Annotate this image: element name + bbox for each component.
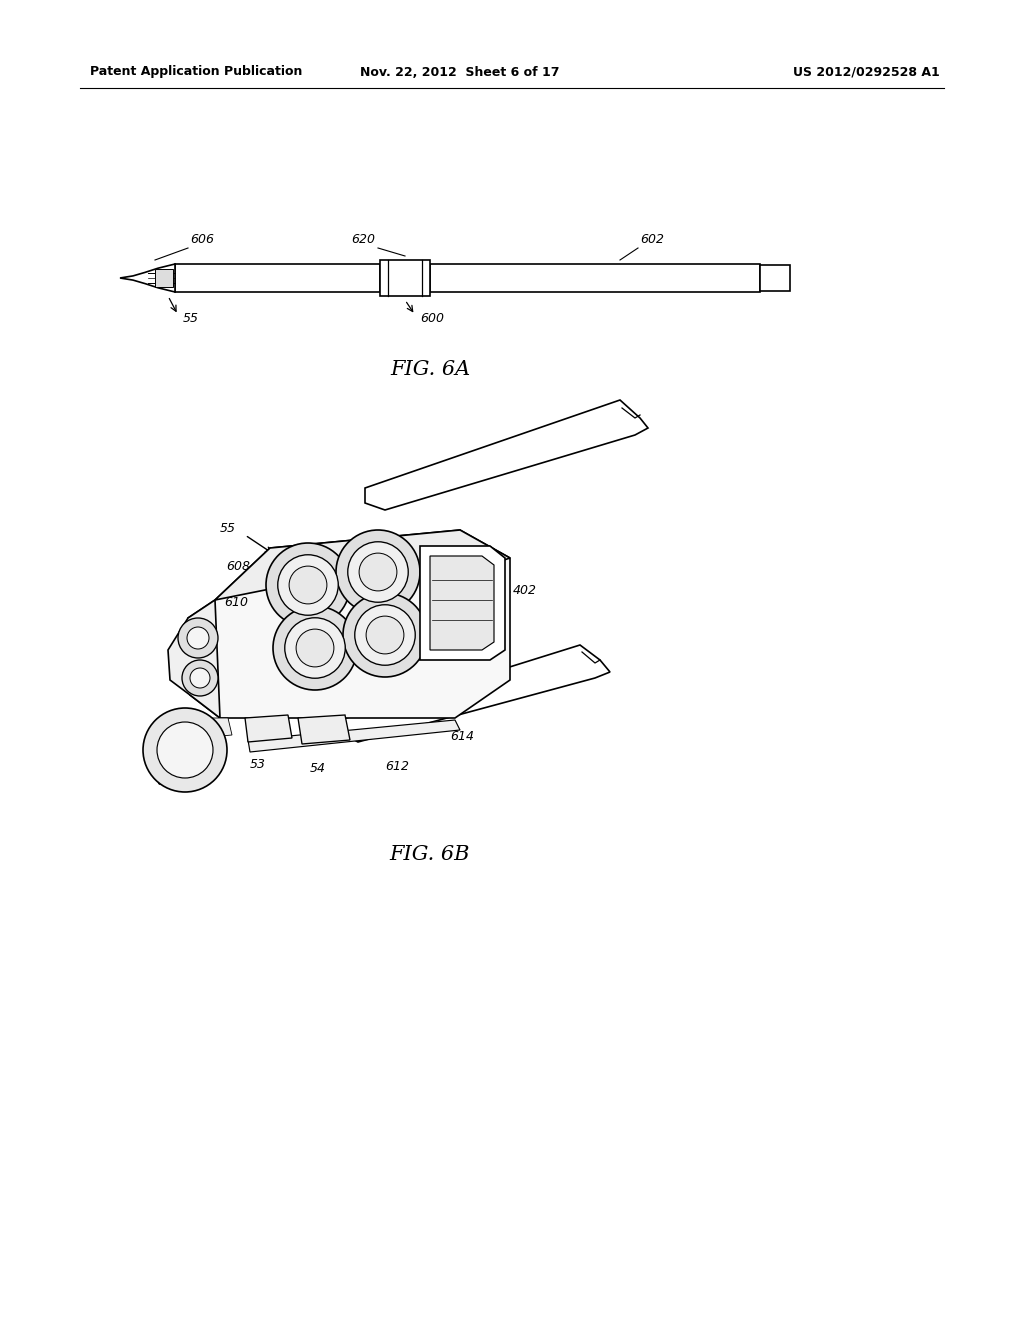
Circle shape [289,566,327,605]
Polygon shape [245,715,292,742]
Text: 600: 600 [420,312,444,325]
Circle shape [190,668,210,688]
Circle shape [336,531,420,614]
Circle shape [178,618,218,657]
Polygon shape [335,645,610,742]
Polygon shape [430,556,494,649]
Text: 614: 614 [450,730,474,743]
Polygon shape [298,715,350,744]
Bar [175,264,380,292]
Text: 206: 206 [377,539,401,552]
Text: Patent Application Publication: Patent Application Publication [90,66,302,78]
Bar [760,265,790,290]
Text: 55: 55 [183,312,199,325]
Circle shape [343,593,427,677]
Polygon shape [248,719,460,752]
Text: 610: 610 [224,595,248,609]
Text: 53: 53 [250,758,266,771]
Circle shape [285,618,345,678]
Text: US 2012/0292528 A1: US 2012/0292528 A1 [794,66,940,78]
Circle shape [348,541,409,602]
Circle shape [157,722,213,777]
Text: FIG. 6A: FIG. 6A [390,360,470,379]
Circle shape [187,627,209,649]
Bar [380,260,430,296]
Text: 620: 620 [351,234,375,246]
Text: 612: 612 [385,760,409,774]
Text: 54: 54 [310,762,326,775]
Circle shape [143,708,227,792]
Text: 602: 602 [640,234,664,246]
Circle shape [273,606,357,690]
Polygon shape [365,400,648,510]
Bar [430,264,760,292]
Text: 604: 604 [156,775,180,788]
Circle shape [354,605,416,665]
Text: Nov. 22, 2012  Sheet 6 of 17: Nov. 22, 2012 Sheet 6 of 17 [360,66,560,78]
Text: 402: 402 [513,585,537,598]
Polygon shape [120,264,175,292]
Circle shape [359,553,397,591]
Circle shape [278,554,338,615]
Polygon shape [168,601,220,718]
Text: 606: 606 [190,234,214,246]
Bar [155,269,173,286]
Text: 52: 52 [460,631,476,644]
Circle shape [296,630,334,667]
Circle shape [367,616,403,653]
Text: 100: 100 [423,536,447,549]
Polygon shape [188,531,510,718]
Polygon shape [196,718,232,738]
Text: 608: 608 [226,560,250,573]
Circle shape [266,543,350,627]
Circle shape [182,660,218,696]
Polygon shape [215,531,510,601]
Polygon shape [420,546,505,660]
Text: 55: 55 [220,521,236,535]
Text: FIG. 6B: FIG. 6B [390,845,470,865]
